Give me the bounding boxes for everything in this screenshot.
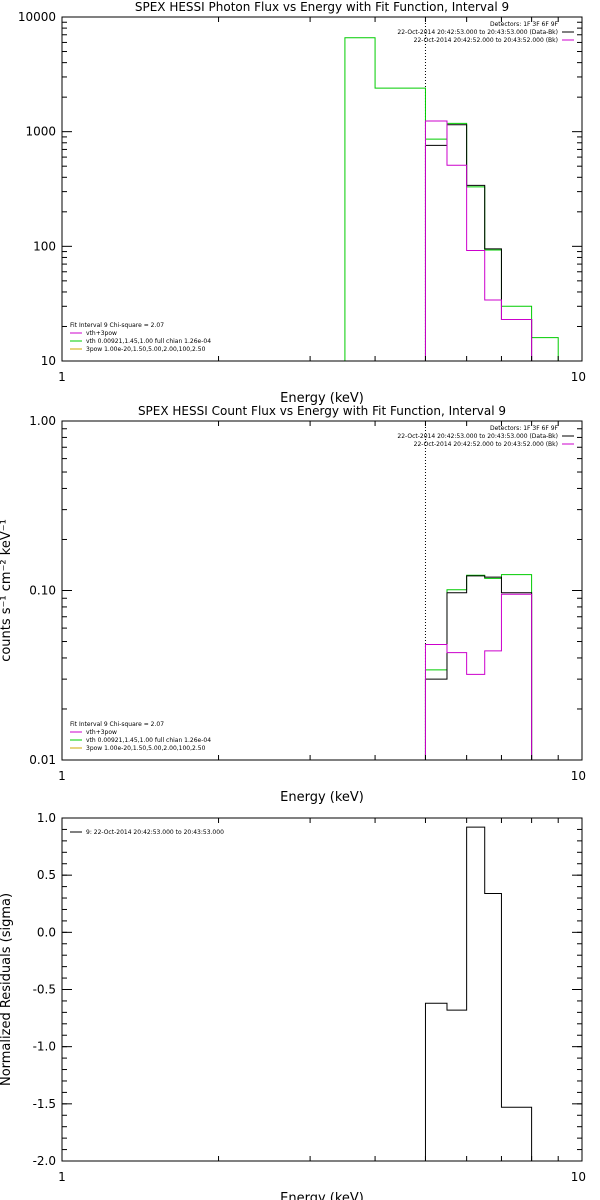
y-tick-label: -1.0 — [33, 1040, 56, 1054]
plot-frame — [61, 16, 583, 362]
legend-fit-entry: vth+3pow — [86, 330, 117, 337]
legend-fit-entry: vth 0.00921,1.45,1.00 full chian 1.26e-0… — [86, 338, 211, 345]
x-tick-label: 10 — [571, 769, 586, 783]
x-axis-label: Energy (keV) — [280, 1191, 364, 1200]
plot-area — [424, 421, 533, 760]
series-3-histogram — [424, 593, 533, 760]
y-axis-label: Normalized Residuals (sigma) — [0, 893, 14, 1086]
y-tick-label: 0.01 — [29, 753, 56, 767]
y-tick-label: 10 — [41, 354, 56, 368]
series-1-histogram — [344, 37, 559, 361]
plot-frame — [61, 420, 583, 761]
legend-fit-header: Fit Interval 9 Chi-square = 2.07 — [70, 322, 164, 329]
legend-interval-text: 22-Oct-2014 20:42:52.000 to 20:43:52.000… — [414, 37, 558, 44]
legend-fit-entry: 3pow 1.00e-20,1.50,5.00,2.00,100,2.50 — [86, 346, 206, 353]
x-tick-label: 10 — [571, 370, 586, 384]
y-tick-label: 1.00 — [29, 414, 56, 428]
plot-area — [424, 826, 533, 1161]
legend-interval-text: 22-Oct-2014 20:42:52.000 to 20:43:52.000… — [414, 441, 558, 448]
y-tick-label: 1.0 — [37, 811, 56, 825]
legend-fit-entry: vth 0.00921,1.45,1.00 full chian 1.26e-0… — [86, 737, 211, 744]
series-1-histogram — [424, 826, 533, 1161]
y-tick-label: 10000 — [18, 10, 56, 24]
chart-title: SPEX HESSI Photon Flux vs Energy with Fi… — [135, 0, 509, 14]
y-tick-label: 0.10 — [29, 584, 56, 598]
x-tick-label: 10 — [571, 1170, 586, 1184]
x-tick-label: 1 — [58, 1170, 66, 1184]
legend-fit-entry: 9: 22-Oct-2014 20:42:53.000 to 20:43:53.… — [86, 829, 224, 836]
legend-interval-text: 22-Oct-2014 20:42:53.000 to 20:43:53.000… — [397, 29, 558, 36]
y-tick-label: 0.0 — [37, 925, 56, 939]
y-tick-label: 0.5 — [37, 868, 56, 882]
x-axis-label: Energy (keV) — [280, 790, 364, 805]
legend-fit-entry: vth+3pow — [86, 729, 117, 736]
series-2-histogram — [424, 575, 533, 760]
y-axis-label: counts s⁻¹ cm⁻² keV⁻¹ — [0, 519, 14, 662]
x-tick-label: 1 — [58, 769, 66, 783]
series-1-histogram — [424, 574, 533, 760]
y-tick-label: -0.5 — [33, 983, 56, 997]
y-tick-label: 100 — [33, 239, 56, 253]
x-tick-label: 1 — [58, 370, 66, 384]
y-tick-label: -1.5 — [33, 1097, 56, 1111]
legend-fit-header: Fit Interval 9 Chi-square = 2.07 — [70, 721, 164, 728]
series-2-histogram — [424, 124, 533, 361]
legend-detectors-header: Detectors: 1F 3F 6F 9F — [490, 425, 559, 432]
x-axis-label: Energy (keV) — [280, 391, 364, 406]
legend-fit-entry: 3pow 1.00e-20,1.50,5.00,2.00,100,2.50 — [86, 745, 206, 752]
legend-detectors-header: Detectors: 1F 3F 6F 9F — [490, 21, 559, 28]
series-3-histogram — [424, 120, 533, 361]
plot-area — [344, 17, 559, 361]
chart-panel-1: SPEX HESSI Photon Flux vs Energy with Fi… — [18, 0, 586, 406]
chart-panel-3: 1 10 Energy (keV) -2.0 -1.5 -1.0 -0.5 0.0 0.5 1.0… — [0, 811, 586, 1200]
chart-panel-2: SPEX HESSI Count Flux vs Energy with Fit… — [0, 404, 586, 805]
plot-frame — [61, 817, 583, 1162]
chart-title: SPEX HESSI Count Flux vs Energy with Fit… — [138, 404, 506, 418]
legend-interval-text: 22-Oct-2014 20:42:53.000 to 20:43:53.000… — [397, 433, 558, 440]
y-tick-label: -2.0 — [33, 1154, 56, 1168]
y-tick-label: 1000 — [25, 125, 56, 139]
